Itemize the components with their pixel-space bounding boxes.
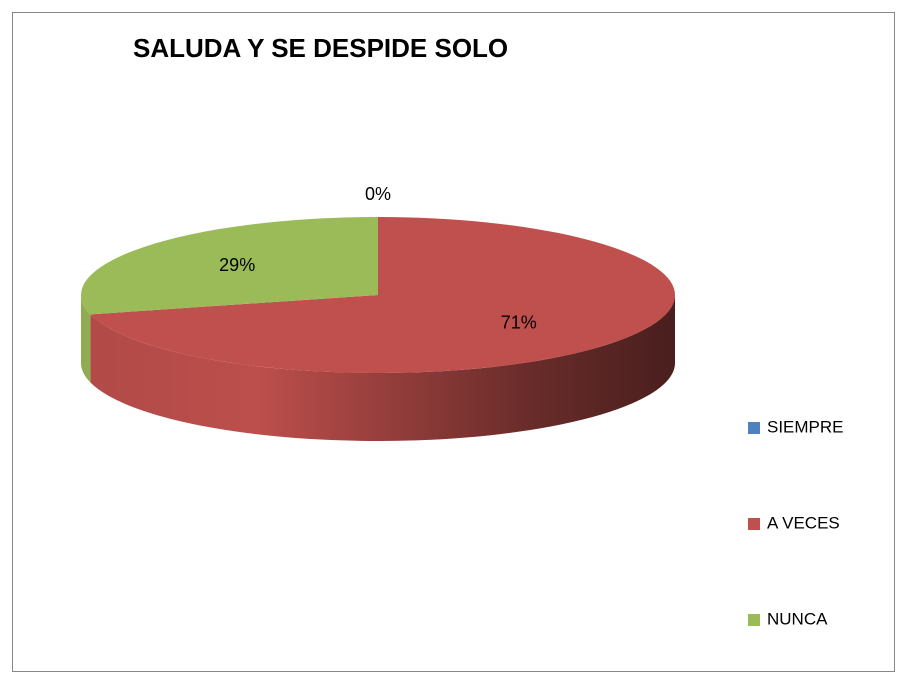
legend-label: A VECES: [767, 513, 840, 532]
slice: [90, 217, 676, 374]
slice: [81, 217, 379, 315]
legend-swatch: [748, 614, 760, 626]
data-label: 71%: [501, 312, 537, 332]
slice-side-shade: [90, 295, 675, 441]
slice-side-shade: [81, 295, 91, 383]
chart-title: SALUDA Y SE DESPIDE SOLO: [133, 33, 508, 63]
legend-label: NUNCA: [767, 609, 828, 628]
data-label: 29%: [219, 255, 255, 275]
data-label: 0%: [365, 184, 391, 204]
legend-swatch: [748, 422, 760, 434]
legend-swatch: [748, 518, 760, 530]
legend-label: SIEMPRE: [767, 417, 844, 436]
